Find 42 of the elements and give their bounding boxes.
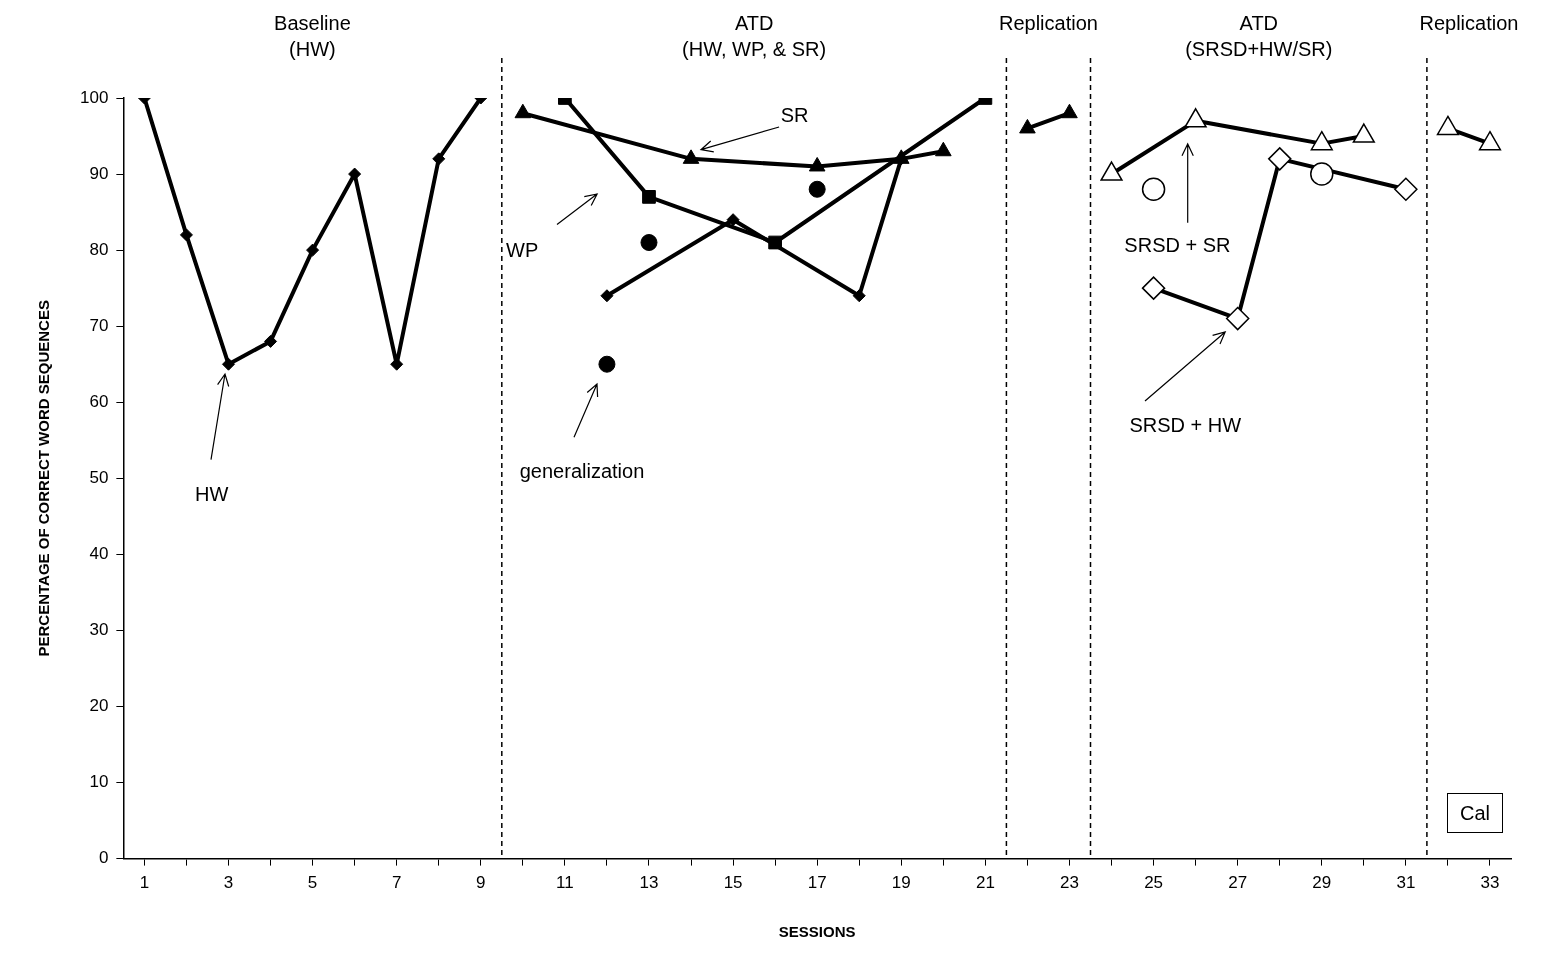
text: Baseline (HW) bbox=[274, 11, 351, 62]
x-tick-label: 3 bbox=[223, 873, 234, 893]
x-axis-title: SESSIONS bbox=[778, 923, 856, 941]
x-tick-label: 7 bbox=[391, 873, 402, 893]
text: Replication bbox=[998, 11, 1098, 36]
text: ATD (HW, WP, & SR) bbox=[682, 11, 827, 62]
y-axis-title: PERCENTAGE OF CORRECT WORD SEQUENCES bbox=[35, 300, 53, 657]
annotation: generalization bbox=[519, 459, 645, 485]
x-tick-label: 9 bbox=[476, 873, 486, 893]
y-tick-label: 90 bbox=[89, 163, 109, 183]
x-tick-label: 5 bbox=[307, 873, 318, 893]
y-tick-label: 50 bbox=[89, 467, 109, 487]
annotation: Cal bbox=[1447, 792, 1504, 833]
y-tick-label: 100 bbox=[79, 87, 109, 107]
x-tick-label: 15 bbox=[723, 873, 743, 893]
annotation: SR bbox=[780, 102, 809, 128]
x-tick-label: 21 bbox=[975, 873, 995, 893]
y-tick-label: 30 bbox=[89, 620, 109, 640]
y-tick-label: 20 bbox=[89, 696, 109, 716]
x-tick-label: 1 bbox=[139, 873, 150, 893]
x-tick-label: 17 bbox=[807, 873, 827, 893]
annotation: SRSD + HW bbox=[1129, 413, 1242, 439]
x-tick-label: 33 bbox=[1480, 873, 1500, 893]
x-tick-label: 27 bbox=[1228, 873, 1248, 893]
text: ATD (SRSD+HW/SR) bbox=[1185, 11, 1333, 62]
x-tick-label: 19 bbox=[891, 873, 911, 893]
annotation: SRSD + SR bbox=[1124, 232, 1231, 258]
y-tick-label: 80 bbox=[89, 239, 109, 259]
annotation: HW bbox=[195, 482, 229, 508]
y-tick-label: 60 bbox=[89, 391, 109, 411]
y-tick-label: 10 bbox=[89, 772, 109, 792]
x-tick-label: 25 bbox=[1144, 873, 1164, 893]
text: Replication bbox=[1419, 11, 1519, 36]
x-tick-label: 11 bbox=[556, 873, 574, 893]
y-tick-label: 70 bbox=[89, 315, 109, 335]
x-tick-label: 23 bbox=[1060, 873, 1079, 893]
y-tick-label: 0 bbox=[98, 848, 109, 868]
x-tick-label: 29 bbox=[1312, 873, 1332, 893]
annotation: WP bbox=[506, 237, 539, 263]
x-tick-label: 13 bbox=[639, 873, 659, 893]
y-tick-label: 40 bbox=[89, 544, 109, 564]
x-tick-label: 31 bbox=[1396, 873, 1416, 893]
